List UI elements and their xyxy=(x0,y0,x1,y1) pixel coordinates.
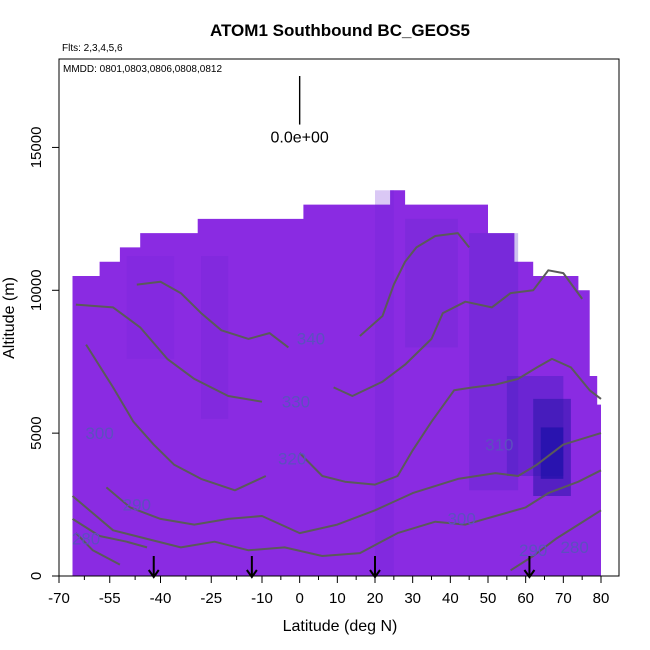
y-tick-label: 10000 xyxy=(28,269,45,311)
y-tick-label: 5000 xyxy=(28,416,45,449)
x-tick-label: -40 xyxy=(150,590,172,607)
contour-line xyxy=(75,303,263,403)
y-tick-label: 15000 xyxy=(28,127,45,169)
contour-line xyxy=(75,532,121,566)
contour-label: 340 xyxy=(297,330,325,349)
x-tick-label: 80 xyxy=(593,590,610,607)
contour-label: 280 xyxy=(560,538,588,557)
colorbar-label: 0.0e+00 xyxy=(271,130,329,147)
contour-line xyxy=(71,518,148,549)
contour-line xyxy=(71,469,602,557)
contour-label-layer: 340 330 320 310 300 300 290 280 290 280 xyxy=(72,330,589,560)
contour-label: 290 xyxy=(519,541,547,560)
contour-label: 330 xyxy=(282,392,310,411)
curtain-band xyxy=(201,256,229,419)
flights-note: Flts: 2,3,4,5,6 xyxy=(62,43,123,54)
x-tick-label: 40 xyxy=(442,590,459,607)
x-tick-label: -70 xyxy=(48,590,70,607)
y-tick-label: 0 xyxy=(28,572,45,580)
x-tick-label: 70 xyxy=(555,590,572,607)
x-tick-label: 20 xyxy=(367,590,384,607)
contour-layer xyxy=(71,232,602,572)
x-axis-label: Latitude (deg N) xyxy=(283,618,398,635)
x-tick-label: 30 xyxy=(404,590,421,607)
contour-line xyxy=(136,280,290,349)
x-tick-label: 10 xyxy=(329,590,346,607)
curtain-band xyxy=(126,256,175,359)
x-tick-label: -10 xyxy=(251,590,273,607)
curtain-band xyxy=(405,218,458,348)
contour-label: 320 xyxy=(278,450,306,469)
curtain-layer xyxy=(72,190,601,577)
x-tick-label: -25 xyxy=(200,590,222,607)
contour-line xyxy=(85,344,267,492)
contour-label: 310 xyxy=(485,435,513,454)
chart-title: ATOM1 Southbound BC_GEOS5 xyxy=(210,21,470,40)
flight-marker xyxy=(523,556,536,579)
x-axis: -70 -55 -40 -25 -10 0 10 20 30 40 50 60 70 80 xyxy=(48,576,609,607)
x-tick-label: 50 xyxy=(480,590,497,607)
contour-line xyxy=(359,232,470,337)
contour-line xyxy=(510,509,602,572)
contour-label: 290 xyxy=(123,495,151,514)
contour-label: 300 xyxy=(85,424,113,443)
contour-label: 280 xyxy=(72,530,100,549)
flight-marker xyxy=(246,556,258,579)
dates-note: MMDD: 0801,0803,0806,0808,0812 xyxy=(63,64,222,75)
x-tick-label: -55 xyxy=(99,590,121,607)
flight-marker-layer xyxy=(147,556,536,579)
y-axis: 0 5000 10000 15000 xyxy=(28,127,59,580)
flight-marker xyxy=(147,556,160,579)
contour-line xyxy=(333,269,584,397)
plot-frame xyxy=(58,58,620,577)
x-tick-label: 0 xyxy=(295,590,303,607)
contour-line xyxy=(298,357,602,486)
curtain-band xyxy=(469,233,519,491)
y-axis-label: Altitude (m) xyxy=(1,277,18,359)
x-tick-label: 60 xyxy=(517,590,534,607)
contour-line xyxy=(105,432,602,535)
contour-label: 300 xyxy=(447,510,475,529)
